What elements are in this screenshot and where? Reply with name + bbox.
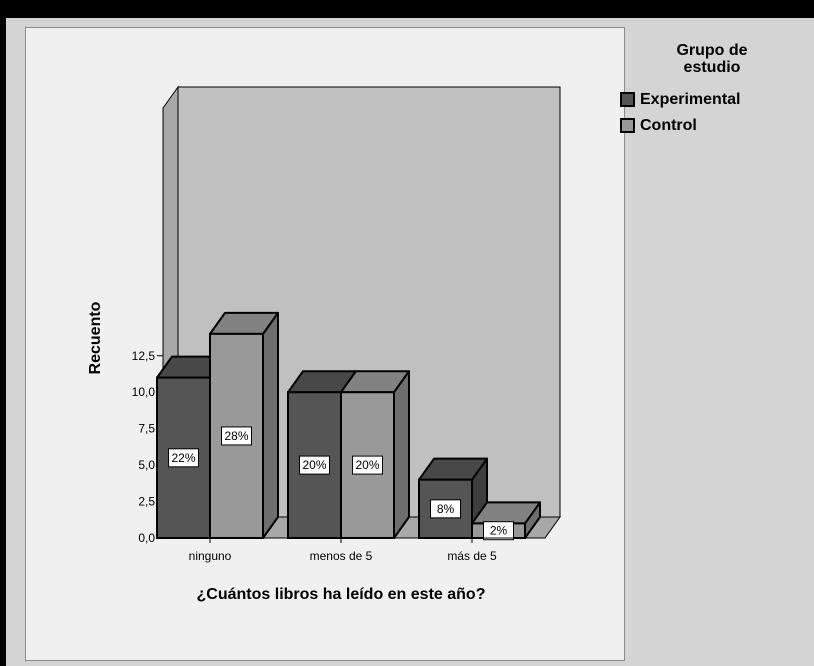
bar-side-face	[393, 370, 410, 539]
y-tick-label: 5,0	[138, 458, 155, 472]
legend-swatch-control	[620, 118, 635, 133]
y-tick-label: 12,5	[132, 349, 156, 363]
bar-chart: 0,0 2,5 5,0 7,5 10,0 12,5 22% 28% 20% 20% 8% 2% ning…	[87, 85, 561, 603]
chart-window: 0,0 2,5 5,0 7,5 10,0 12,5 22% 28% 20% 20% 8% 2% ning…	[6, 18, 814, 666]
y-tick-label: 2,5	[138, 495, 155, 509]
data-label-box	[483, 521, 514, 541]
legend: Grupo de estudio Experimental Control	[618, 18, 814, 666]
x-axis-title: ¿Cuántos libros ha leído en este año?	[197, 586, 486, 603]
bar-control-1: 28%	[209, 311, 279, 539]
x-tick-label: más de 5	[447, 549, 497, 563]
y-tick-label: 10,0	[132, 385, 156, 399]
bar-side-face	[262, 311, 279, 539]
chart-area: 0,0 2,5 5,0 7,5 10,0 12,5 22% 28% 20% 20% 8% 2% ning…	[25, 27, 625, 661]
data-label-box	[221, 426, 252, 446]
bar-front-face	[340, 391, 395, 540]
legend-label-experimental: Experimental	[640, 91, 741, 108]
data-label: 20%	[302, 458, 326, 472]
data-label-box	[299, 455, 330, 475]
legend-title: Grupo de estudio	[676, 42, 748, 76]
bar-control-3: 2%	[471, 501, 541, 541]
legend-swatch-experimental	[620, 92, 635, 107]
data-label-box	[352, 455, 383, 475]
data-label: 2%	[490, 524, 508, 538]
bar-control-2: 20%	[340, 370, 410, 540]
y-tick-label: 7,5	[138, 422, 155, 436]
x-tick-label: ninguno	[189, 549, 232, 563]
y-axis-title: Recuento	[87, 301, 104, 374]
data-label: 28%	[224, 429, 248, 443]
data-label: 20%	[355, 458, 379, 472]
data-label-box	[430, 499, 461, 519]
data-label: 22%	[171, 451, 195, 465]
legend-label-control: Control	[640, 117, 697, 134]
data-label-box	[168, 448, 199, 468]
y-tick-label: 0,0	[138, 531, 155, 545]
data-label: 8%	[437, 502, 455, 516]
bar-front-face	[418, 478, 473, 539]
x-tick-label: menos de 5	[310, 549, 373, 563]
